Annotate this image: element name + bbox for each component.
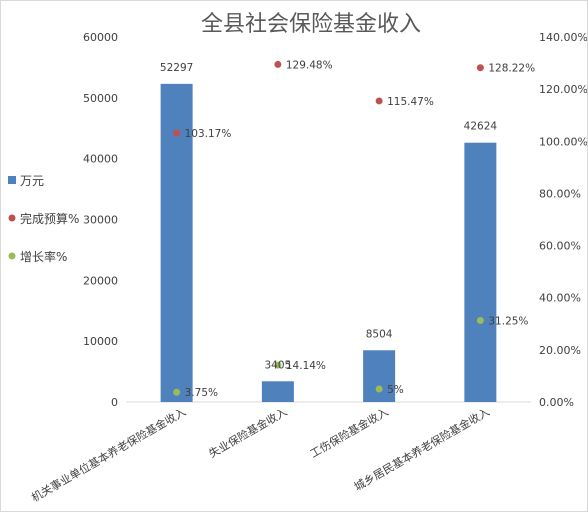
y-right-tick-label: 20.00% xyxy=(539,344,581,357)
point-data-label: 14.14% xyxy=(286,360,326,372)
category-label: 机关事业单位基本养老保险基金收入 xyxy=(29,404,188,504)
point xyxy=(173,388,181,396)
bar xyxy=(160,83,193,402)
point-data-label: 128.22% xyxy=(488,63,535,75)
bar-data-label: 8504 xyxy=(366,328,393,340)
point xyxy=(476,64,484,72)
point xyxy=(274,361,282,369)
y-left-tick-label: 50000 xyxy=(83,92,118,105)
chart-title: 全县社会保险基金收入 xyxy=(201,12,421,37)
y-left-tick-label: 40000 xyxy=(83,153,118,166)
bar-data-label: 3405 xyxy=(265,359,292,371)
y-left-tick-label: 10000 xyxy=(83,335,118,348)
bar xyxy=(363,350,396,402)
y-right-tick-label: 120.00% xyxy=(539,83,587,96)
point xyxy=(375,97,383,105)
point xyxy=(476,317,484,325)
point xyxy=(274,60,282,68)
y-right-tick-label: 80.00% xyxy=(539,187,581,200)
point-data-label: 115.47% xyxy=(387,96,434,108)
point xyxy=(375,385,383,393)
legend-label: 万元 xyxy=(20,174,44,188)
bar-data-label: 52297 xyxy=(160,62,193,74)
y-left-tick-label: 20000 xyxy=(83,274,118,287)
legend-label: 增长率% xyxy=(20,249,67,264)
points xyxy=(173,60,484,396)
y-left-tick-label: 0 xyxy=(111,396,118,409)
category-labels: 机关事业单位基本养老保险基金收入 失业保险基金收入 工伤保险基金收入城乡居民基本养老… xyxy=(29,404,492,504)
y-right-tick-label: 60.00% xyxy=(539,240,581,253)
legend-swatch xyxy=(8,214,16,222)
bar-data-label: 42624 xyxy=(464,121,498,133)
point-data-label: 5% xyxy=(387,384,404,396)
y-left-tick-label: 30000 xyxy=(83,214,118,227)
y-right-tick-label: 40.00% xyxy=(539,292,581,305)
point-data-label: 103.17% xyxy=(185,128,232,140)
y-right-tick-label: 0.00% xyxy=(539,396,574,409)
category-label: 失业保险基金收入 xyxy=(206,404,289,460)
bar xyxy=(464,142,497,403)
axes: 0 10000 20000 30000 40000 50000 60000 0.00% 20.0… xyxy=(83,31,587,409)
point xyxy=(173,129,181,137)
legend-swatch xyxy=(8,176,16,184)
y-right-tick-label: 140.00% xyxy=(539,31,587,44)
point-data-label: 129.48% xyxy=(286,59,333,71)
category-label: 工伤保险基金收入 xyxy=(307,404,390,460)
y-right-tick-label: 100.00% xyxy=(539,135,587,148)
bars xyxy=(160,83,497,403)
data-labels: 52297 3405 8504 42624 103.17% 129.48% 115.47% 1… xyxy=(160,59,535,399)
legend-swatch xyxy=(8,252,16,260)
point-data-label: 31.25% xyxy=(488,316,528,328)
legend-label: 完成预算% xyxy=(20,211,79,226)
point-data-label: 3.75% xyxy=(185,387,218,399)
bar xyxy=(261,381,294,402)
y-left-tick-label: 60000 xyxy=(83,31,118,44)
